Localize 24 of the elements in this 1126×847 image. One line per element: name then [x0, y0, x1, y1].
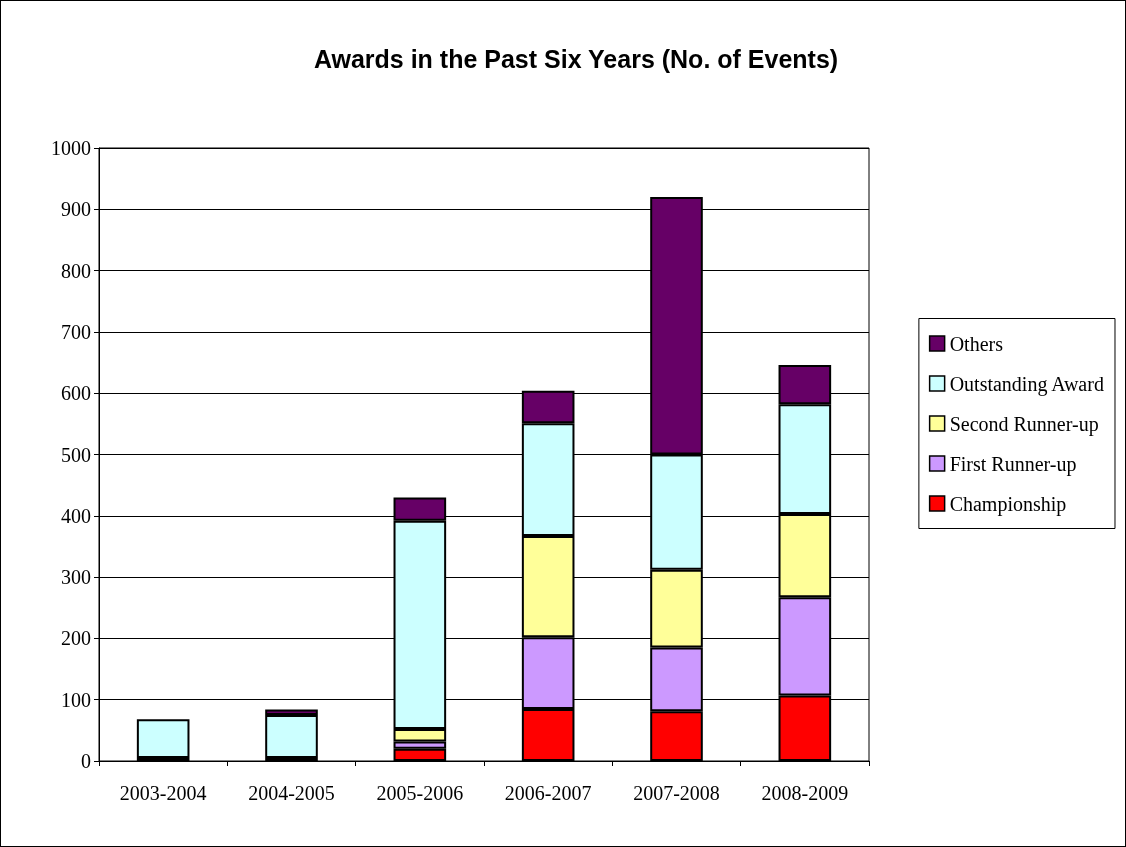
- x-tick-label: 2008-2009: [761, 782, 849, 804]
- y-tick-label: 300: [61, 566, 91, 589]
- x-tick-label: 2004-2005: [248, 782, 335, 804]
- y-tick-label: 700: [61, 320, 91, 343]
- x-tick-label: 2005-2006: [376, 782, 464, 804]
- x-tick-label: 2006-2007: [504, 782, 592, 804]
- chart-title: Awards in the Past Six Years (No. of Events): [313, 44, 839, 73]
- x-tick-label: 2007-2008: [633, 782, 720, 804]
- y-tick-label: 900: [61, 198, 91, 221]
- x-tick-label: 2003-2004: [119, 782, 207, 804]
- legend-label: Second Runner-up: [949, 412, 1099, 436]
- y-tick-label: 400: [61, 504, 91, 527]
- bar: [136, 719, 190, 758]
- legend-label: Championship: [949, 492, 1067, 516]
- y-tick-label: 500: [61, 443, 91, 466]
- legend-label: Outstanding Award: [949, 372, 1104, 396]
- y-tick-label: 0: [81, 750, 91, 772]
- y-tick-label: 100: [61, 688, 91, 711]
- legend-label: First Runner-up: [949, 452, 1077, 476]
- y-tick-label: 800: [61, 259, 91, 282]
- y-tick-label: 600: [61, 382, 91, 405]
- y-tick-label: 1000: [51, 137, 91, 159]
- y-tick-label: 200: [61, 627, 91, 650]
- legend-label: Others: [949, 332, 1004, 355]
